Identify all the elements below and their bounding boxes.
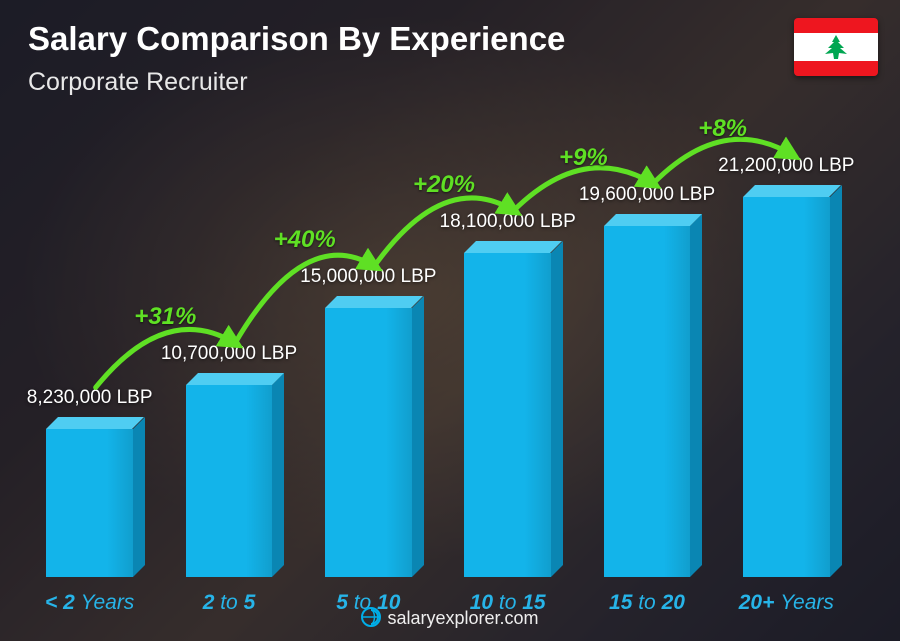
bar-value-label: 10,700,000 LBP [143,343,316,365]
salary-bar [604,214,690,577]
footer: salaryexplorer.com [0,607,900,629]
increase-percent-label: +8% [678,115,768,143]
increase-arc: +40% [20,107,856,577]
bar-top [186,373,284,385]
bar-side [272,373,284,577]
logo-icon [361,607,381,627]
bar-side [830,185,842,577]
bar-slot: 18,100,000 LBP10 to 15 [464,241,550,577]
country-flag-icon [794,18,878,76]
increase-arc: +20% [20,107,856,577]
salary-bar [743,185,829,577]
bar-top [325,296,423,308]
bar-value-label: 15,000,000 LBP [282,266,455,288]
page-subtitle: Corporate Recruiter [28,68,248,97]
footer-site: salaryexplorer.com [387,608,538,628]
bar-slot: 21,200,000 LBP20+ Years [743,185,829,577]
bar-value-label: 8,230,000 LBP [3,387,176,409]
salary-bar [464,241,550,577]
increase-percent-label: +9% [538,144,628,172]
increase-percent-label: +31% [120,303,210,331]
bar-top [743,185,841,197]
bar-side [133,417,145,577]
bar-side [412,296,424,577]
bar-side [690,214,702,577]
bar-front [186,385,272,577]
bar-slot: 19,600,000 LBP15 to 20 [604,214,690,577]
increase-percent-label: +40% [260,226,350,254]
bar-top [464,241,562,253]
bar-slot: 15,000,000 LBP5 to 10 [325,296,411,577]
salary-bar [46,417,132,577]
increase-percent-label: +20% [399,171,489,199]
bar-top [46,417,144,429]
bar-value-label: 19,600,000 LBP [561,184,734,206]
increase-arc: +31% [20,107,856,577]
bar-slot: 10,700,000 LBP2 to 5 [186,373,272,577]
salary-bar-chart: 8,230,000 LBP< 2 Years 10,700,000 LBP2 to… [20,107,856,577]
bar-slot: 8,230,000 LBP< 2 Years [46,417,132,577]
bar-front [604,226,690,577]
bar-value-label: 21,200,000 LBP [700,155,873,177]
bar-value-label: 18,100,000 LBP [421,211,594,233]
bar-front [325,308,411,577]
salary-bar [186,373,272,577]
bar-front [743,197,829,577]
increase-arc: +8% [20,107,856,577]
bar-side [551,241,563,577]
infographic-canvas: Salary Comparison By Experience Corporat… [0,0,900,641]
bar-front [46,429,132,577]
salary-bar [325,296,411,577]
bar-front [464,253,550,577]
increase-arc: +9% [20,107,856,577]
page-title: Salary Comparison By Experience [28,20,565,58]
bar-top [604,214,702,226]
